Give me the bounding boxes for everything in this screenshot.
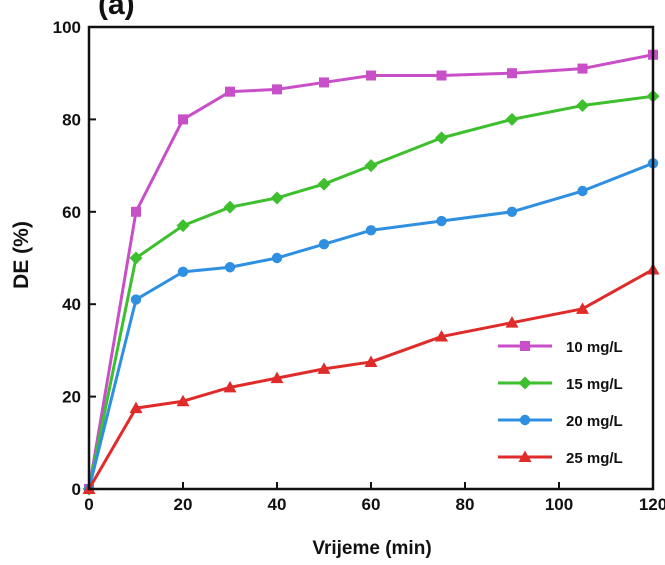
legend-marker (518, 376, 532, 390)
series-3 (83, 158, 659, 495)
legend-marker (518, 450, 532, 462)
x-tick-label: 100 (545, 495, 573, 514)
data-point (270, 371, 284, 384)
legend-marker (519, 414, 531, 426)
data-point (178, 114, 188, 125)
y-tick-label: 0 (72, 480, 81, 499)
y-tick-label: 100 (53, 18, 81, 37)
data-point (176, 219, 190, 233)
data-point (131, 206, 141, 217)
data-point (435, 131, 448, 145)
legend-label: 25 mg/L (566, 450, 623, 467)
data-point (270, 191, 284, 205)
data-point (507, 68, 517, 79)
data-point (130, 294, 142, 305)
legend-item: 15 mg/L (498, 376, 623, 393)
data-point (366, 70, 376, 81)
data-point (577, 63, 588, 74)
legend-marker (520, 341, 530, 351)
data-point (177, 266, 189, 278)
data-point (577, 185, 588, 197)
data-point (272, 84, 282, 95)
data-point (436, 70, 447, 81)
y-tick-label: 20 (62, 388, 81, 407)
axes: 0 20 40 60 80 100 120 0 20 40 60 80 100 (53, 18, 665, 514)
data-point (506, 206, 518, 217)
x-tick-label: 80 (456, 495, 475, 514)
x-tick-label: 120 (639, 495, 665, 514)
legend-label: 15 mg/L (566, 376, 623, 393)
legend-label: 20 mg/L (566, 413, 623, 430)
series-line (87, 161, 654, 490)
data-point (365, 225, 377, 236)
legend-item: 20 mg/L (498, 413, 623, 430)
series-line (87, 94, 654, 490)
data-point (317, 362, 331, 374)
data-point (224, 262, 236, 273)
panel-label: (a) (98, 0, 135, 21)
x-axis-title: Vrijeme (min) (312, 538, 431, 559)
legend-label: 10 mg/L (566, 339, 623, 356)
data-point (364, 355, 378, 367)
series-2 (82, 89, 660, 496)
data-point (576, 302, 589, 314)
data-point (436, 215, 447, 227)
plot-area (82, 49, 660, 496)
legend-item: 10 mg/L (498, 339, 623, 356)
y-tick-label: 60 (62, 203, 81, 222)
x-tick-label: 20 (174, 495, 193, 514)
data-point (317, 177, 331, 191)
x-tick-label: 60 (362, 495, 381, 514)
data-point (319, 77, 329, 88)
data-point (223, 200, 237, 214)
data-point (318, 238, 330, 250)
data-point (129, 251, 143, 265)
data-point (505, 316, 519, 328)
y-axis-title: DE (%) (10, 221, 33, 289)
data-point (223, 380, 237, 393)
y-tick-label: 40 (62, 295, 81, 314)
series-4 (82, 263, 660, 494)
data-point (225, 86, 235, 97)
data-point (271, 252, 283, 264)
data-point (505, 112, 519, 126)
x-tick-label: 0 (84, 495, 93, 514)
x-tick-label: 40 (268, 495, 287, 514)
data-point (576, 99, 589, 113)
data-point (129, 401, 143, 414)
data-point (176, 394, 190, 407)
data-point (435, 330, 448, 342)
legend: 10 mg/L 15 mg/L 20 mg/L 25 mg/L (498, 339, 623, 467)
y-tick-label: 80 (62, 110, 81, 129)
legend-item: 25 mg/L (498, 450, 623, 467)
data-point (364, 159, 378, 173)
